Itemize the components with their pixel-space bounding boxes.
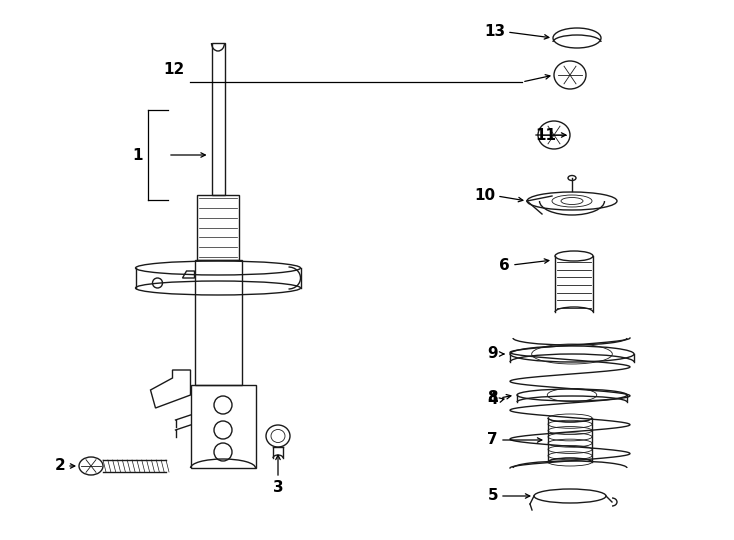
Text: 12: 12 — [164, 63, 185, 78]
Text: 7: 7 — [487, 433, 498, 448]
Text: 13: 13 — [484, 24, 505, 39]
Text: 9: 9 — [487, 347, 498, 361]
Text: 2: 2 — [54, 458, 65, 474]
Text: 8: 8 — [487, 390, 498, 406]
Text: 4: 4 — [487, 393, 498, 408]
Text: 6: 6 — [499, 258, 510, 273]
Text: 1: 1 — [133, 147, 143, 163]
Text: 3: 3 — [273, 480, 283, 495]
Text: 5: 5 — [487, 489, 498, 503]
Text: 10: 10 — [474, 188, 495, 204]
Text: 11: 11 — [535, 127, 556, 143]
